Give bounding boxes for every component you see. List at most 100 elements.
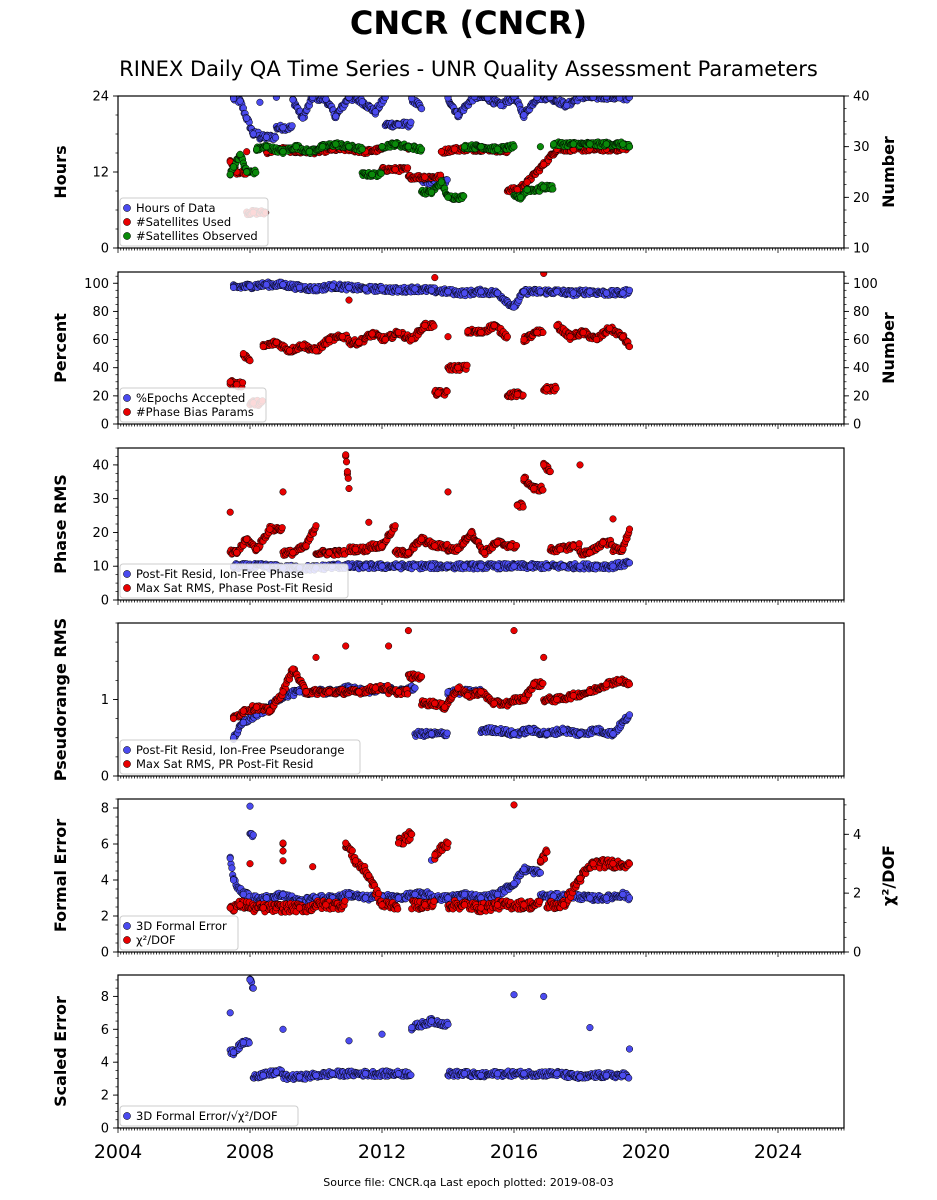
chart-title: CNCR (CNCR)	[349, 4, 588, 42]
data-point	[625, 286, 634, 294]
data-point	[427, 562, 436, 570]
legend-label: %Epochs Accepted	[136, 391, 245, 405]
data-point	[536, 288, 544, 296]
data-point	[606, 324, 614, 332]
data-point	[493, 289, 502, 297]
data-point	[418, 145, 426, 153]
data-point	[546, 468, 554, 476]
data-point	[302, 542, 310, 550]
data-point	[569, 289, 577, 297]
data-point	[342, 642, 350, 650]
data-point	[278, 524, 286, 532]
data-point	[530, 680, 538, 688]
y-tick-label: 0	[101, 242, 109, 257]
data-point	[569, 140, 577, 148]
data-point	[262, 281, 271, 289]
y-tick-label: 80	[92, 305, 109, 320]
data-point	[625, 525, 634, 533]
data-point	[404, 549, 412, 557]
legend-marker	[123, 746, 131, 754]
data-point	[533, 328, 541, 337]
data-point	[507, 542, 515, 550]
data-point	[540, 183, 548, 191]
data-point	[431, 542, 439, 550]
data-point	[437, 178, 445, 186]
data-point	[539, 486, 547, 494]
y-right-tick-label: 20	[853, 191, 870, 206]
series-epochs-accepted	[229, 278, 634, 311]
data-point	[454, 545, 462, 553]
data-point	[272, 96, 280, 101]
data-point	[599, 539, 607, 547]
y-tick-label: 1	[101, 693, 109, 708]
data-point	[576, 461, 584, 469]
data-point	[272, 338, 280, 346]
data-point	[411, 562, 419, 570]
data-point	[342, 451, 350, 459]
legend-marker	[123, 584, 131, 592]
data-point	[510, 627, 518, 635]
data-point	[256, 98, 264, 106]
series-satellites-observed	[226, 138, 634, 203]
data-point	[394, 688, 403, 696]
data-point	[371, 108, 379, 116]
data-point	[467, 528, 475, 536]
y-right-tick-label: 40	[853, 361, 870, 376]
data-point	[493, 562, 502, 570]
data-point	[332, 112, 340, 120]
data-point	[444, 488, 452, 496]
points-layer	[226, 451, 634, 574]
data-point	[411, 285, 419, 293]
data-point	[253, 545, 261, 553]
data-point	[625, 711, 634, 719]
data-point	[355, 688, 363, 696]
data-point	[477, 562, 485, 570]
data-point	[513, 501, 521, 509]
data-point	[540, 461, 548, 469]
data-point	[589, 96, 597, 101]
y-tick-label: 30	[92, 492, 109, 507]
data-point	[279, 124, 287, 132]
data-point	[279, 488, 287, 496]
data-point	[361, 562, 370, 570]
data-point	[602, 680, 610, 688]
data-point	[427, 730, 436, 738]
data-point	[566, 333, 574, 341]
x-axis	[117, 248, 845, 253]
points-layer	[226, 801, 634, 916]
data-point	[520, 288, 528, 296]
data-point	[243, 168, 251, 176]
data-point	[411, 684, 419, 692]
data-point	[553, 695, 561, 704]
data-point	[477, 288, 485, 296]
y-tick-label: 20	[92, 526, 109, 541]
data-point	[569, 542, 577, 550]
data-point	[513, 390, 521, 398]
data-point	[540, 272, 548, 277]
y-tick-label: 0	[101, 418, 109, 433]
data-point	[418, 105, 426, 113]
data-point	[444, 562, 452, 570]
data-point	[368, 170, 376, 179]
y-tick-label: 24	[92, 90, 109, 105]
data-point	[576, 562, 584, 570]
data-point	[503, 333, 511, 341]
data-point	[394, 328, 403, 337]
data-point	[246, 282, 254, 290]
panel-2: 020406080100020406080100NumberPercent%Ep…	[51, 271, 898, 433]
data-point	[609, 730, 617, 738]
data-point	[378, 562, 386, 570]
data-point	[625, 96, 634, 101]
x-axis	[117, 776, 845, 781]
data-point	[345, 143, 353, 151]
data-point	[243, 114, 251, 122]
y-tick-label: 20	[92, 389, 109, 404]
data-point	[477, 328, 485, 337]
data-point	[239, 718, 247, 727]
data-point	[352, 545, 360, 553]
points-layer	[226, 272, 634, 410]
data-point	[229, 715, 238, 723]
